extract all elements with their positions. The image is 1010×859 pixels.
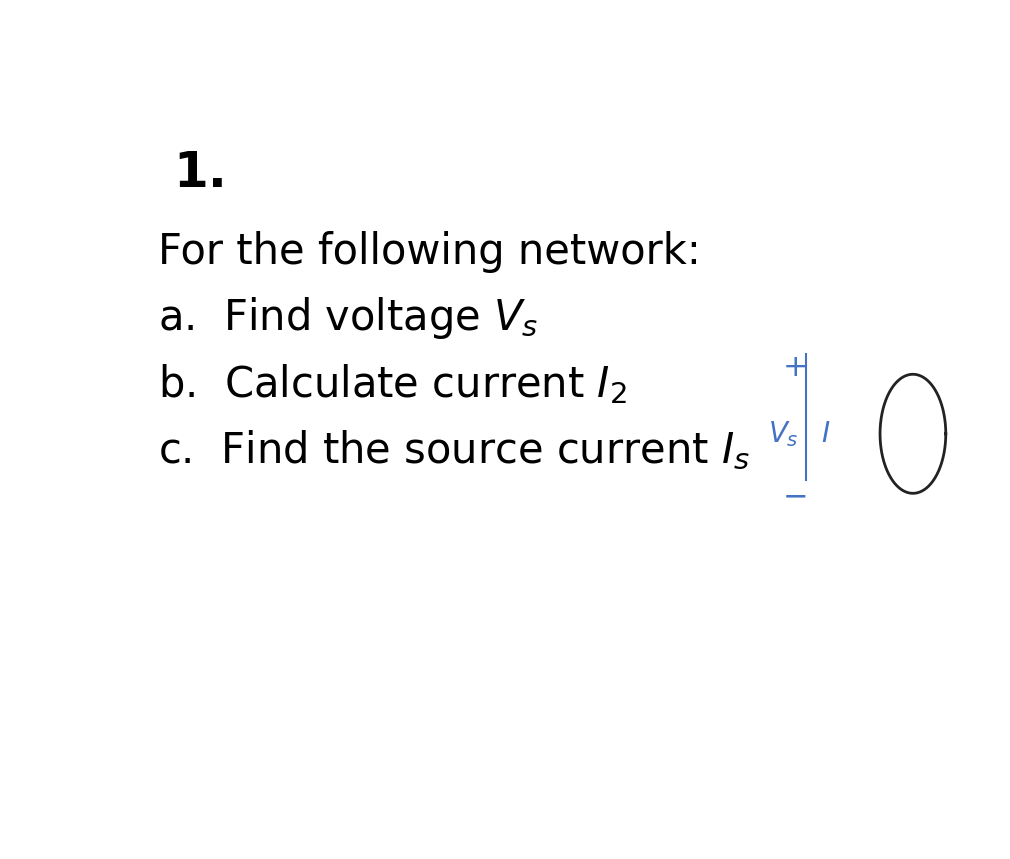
Text: $I$: $I$ [820, 420, 830, 448]
Text: For the following network:: For the following network: [158, 231, 701, 273]
Text: +: + [783, 353, 808, 382]
Text: c.  Find the source current $I_s$: c. Find the source current $I_s$ [158, 429, 749, 472]
Text: b.  Calculate current $I_2$: b. Calculate current $I_2$ [158, 362, 626, 406]
Text: −: − [783, 482, 808, 511]
Text: 1.: 1. [174, 149, 227, 197]
Text: a.  Find voltage $V_s$: a. Find voltage $V_s$ [158, 295, 538, 341]
Text: $V_s$: $V_s$ [769, 419, 799, 448]
